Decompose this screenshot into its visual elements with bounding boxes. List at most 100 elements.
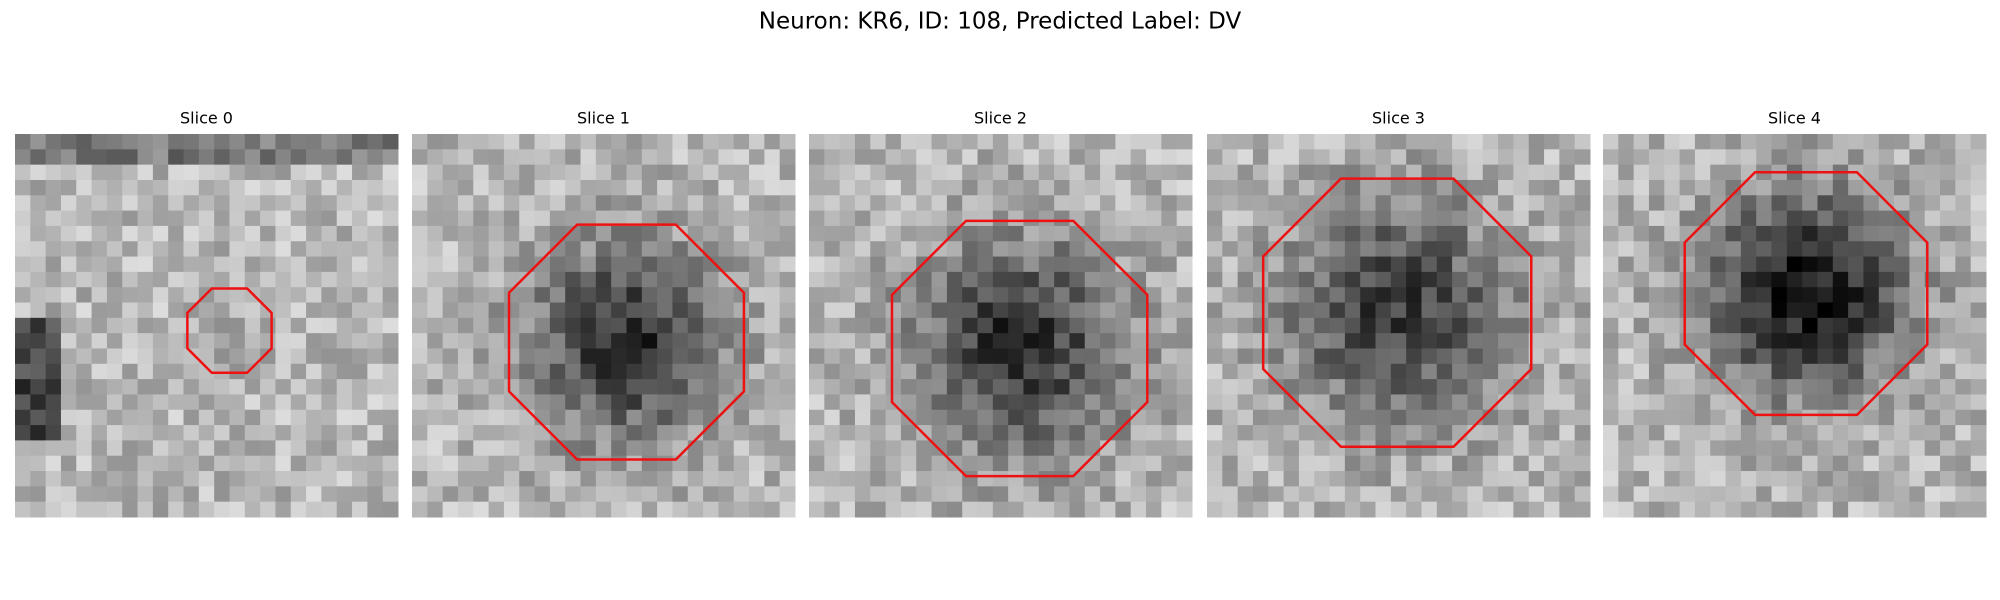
pixel: [1740, 241, 1757, 258]
pixel: [1664, 501, 1681, 518]
pixel: [183, 379, 200, 395]
pixel: [1482, 302, 1499, 319]
pixel: [565, 471, 582, 487]
pixel: [626, 317, 643, 334]
pixel: [733, 179, 750, 196]
pixel: [1694, 164, 1711, 181]
pixel: [60, 471, 77, 487]
pixel: [275, 179, 292, 196]
pixel: [503, 363, 520, 380]
pixel: [473, 379, 490, 395]
pixel: [672, 394, 689, 411]
pixel: [1176, 409, 1193, 426]
pixel: [1069, 379, 1086, 395]
pixel: [565, 409, 582, 426]
pixel: [687, 225, 704, 242]
pixel: [1329, 210, 1346, 227]
pixel: [137, 440, 154, 457]
pixel: [473, 409, 490, 426]
pixel: [580, 241, 597, 258]
pixel: [1008, 287, 1024, 304]
pixel: [1559, 363, 1576, 380]
pixel: [657, 379, 673, 395]
pixel: [1222, 164, 1239, 181]
pixel: [1574, 409, 1591, 426]
pixel: [764, 195, 781, 212]
pixel: [672, 241, 689, 258]
pixel: [854, 256, 871, 273]
pixel: [1498, 348, 1514, 365]
pixel: [1909, 134, 1926, 150]
pixel: [1130, 164, 1147, 181]
pixel: [992, 287, 1009, 304]
pixel: [1268, 409, 1285, 426]
pixel: [703, 440, 719, 457]
pixel: [1421, 425, 1438, 441]
pixel: [1467, 256, 1484, 273]
pixel: [703, 195, 719, 212]
pixel: [1207, 287, 1223, 304]
pixel: [412, 363, 428, 380]
pixel: [626, 455, 643, 472]
pixel: [1038, 379, 1055, 395]
pixel: [1406, 409, 1422, 426]
pixel: [306, 302, 322, 319]
pixel: [1069, 302, 1086, 319]
pixel: [60, 210, 77, 227]
pixel: [91, 394, 108, 411]
pixel: [824, 425, 841, 441]
pixel: [76, 379, 93, 395]
pixel: [916, 210, 933, 227]
pixel: [1115, 241, 1132, 258]
pixel: [183, 486, 200, 503]
pixel: [198, 302, 215, 319]
pixel: [1054, 501, 1070, 518]
pixel: [60, 195, 77, 212]
pixel: [1375, 256, 1392, 273]
pixel: [641, 149, 658, 166]
pixel: [382, 271, 399, 288]
pixel: [1740, 455, 1757, 472]
pixel: [244, 225, 261, 242]
pixel: [336, 317, 353, 334]
pixel: [183, 179, 200, 196]
pixel: [442, 425, 459, 441]
pixel: [30, 256, 47, 273]
pixel: [1679, 348, 1696, 365]
pixel: [1498, 256, 1514, 273]
pixel: [1633, 471, 1650, 487]
pixel: [839, 271, 856, 288]
pixel: [1390, 394, 1407, 411]
pixel: [106, 348, 123, 365]
pixel: [1802, 241, 1818, 258]
pixel: [1771, 409, 1788, 426]
pixel: [1390, 302, 1407, 319]
pixel: [1390, 363, 1407, 380]
pixel: [1130, 425, 1147, 441]
pixel: [1207, 379, 1223, 395]
pixel: [168, 241, 185, 258]
pixel: [1574, 164, 1591, 181]
pixel: [1298, 210, 1315, 227]
pixel: [809, 333, 825, 349]
pixel: [1038, 440, 1055, 457]
pixel: [733, 195, 750, 212]
pixel: [1574, 425, 1591, 441]
pixel: [1008, 486, 1024, 503]
pixel: [1344, 195, 1361, 212]
pixel: [1513, 287, 1530, 304]
pixel: [1817, 425, 1834, 441]
pixel: [931, 486, 948, 503]
pixel: [1574, 440, 1591, 457]
pixel: [306, 425, 322, 441]
pixel: [1940, 501, 1956, 518]
pixel: [45, 409, 62, 426]
pixel: [626, 440, 643, 457]
pixel: [137, 271, 154, 288]
pixel: [275, 317, 292, 334]
pixel: [473, 241, 490, 258]
pixel: [1268, 379, 1285, 395]
pixel: [244, 164, 261, 181]
pixel: [703, 425, 719, 441]
pixel: [1008, 409, 1024, 426]
